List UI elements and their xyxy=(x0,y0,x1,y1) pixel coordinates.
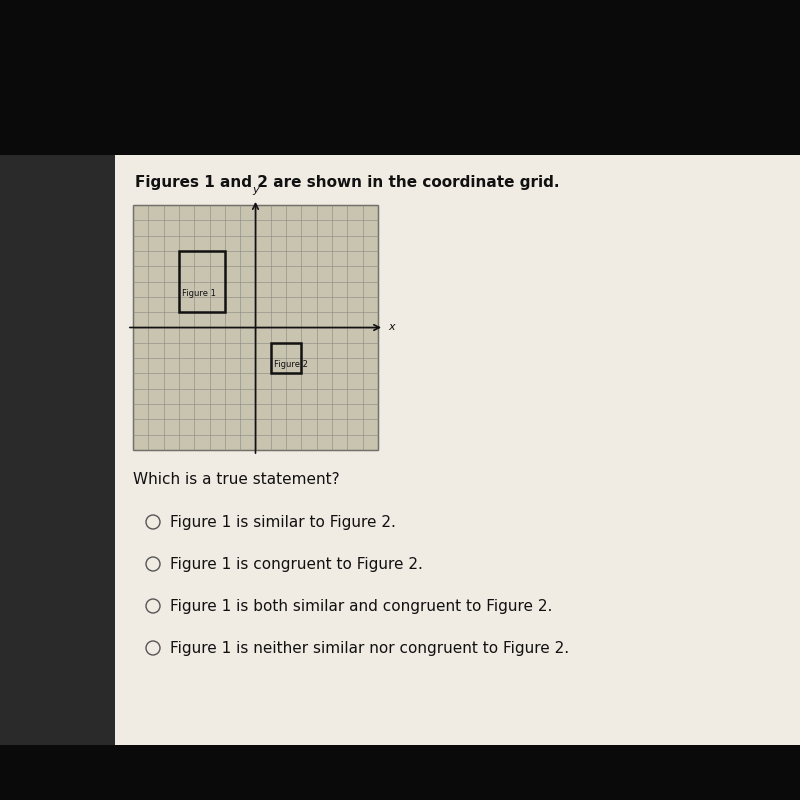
Text: Figure 1 is neither similar nor congruent to Figure 2.: Figure 1 is neither similar nor congruen… xyxy=(170,641,569,655)
Text: Figure 1 is similar to Figure 2.: Figure 1 is similar to Figure 2. xyxy=(170,514,396,530)
Text: Figure 1 is congruent to Figure 2.: Figure 1 is congruent to Figure 2. xyxy=(170,557,423,571)
Text: Figure 2: Figure 2 xyxy=(274,360,308,369)
Bar xyxy=(179,251,225,312)
Bar xyxy=(0,155,115,745)
Text: Which is a true statement?: Which is a true statement? xyxy=(133,473,340,487)
Text: Figure 1 is both similar and congruent to Figure 2.: Figure 1 is both similar and congruent t… xyxy=(170,598,552,614)
Text: Figure 1: Figure 1 xyxy=(182,290,216,298)
Bar xyxy=(0,0,800,155)
Bar xyxy=(115,155,800,745)
Text: Figures 1 and 2 are shown in the coordinate grid.: Figures 1 and 2 are shown in the coordin… xyxy=(135,175,559,190)
Bar xyxy=(271,343,302,374)
Bar xyxy=(133,205,378,450)
Text: x: x xyxy=(388,322,394,333)
Text: y: y xyxy=(252,185,259,195)
Bar xyxy=(0,745,800,800)
